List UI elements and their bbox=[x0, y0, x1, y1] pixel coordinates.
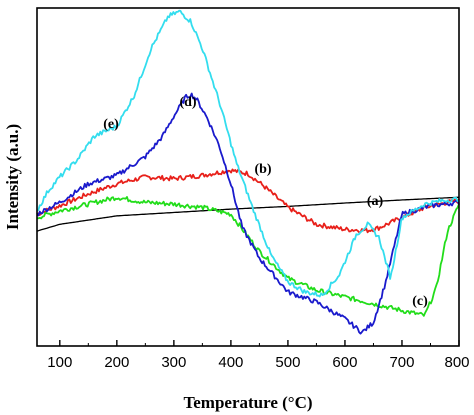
series-line-b bbox=[36, 168, 460, 234]
x-axis-title: Temperature (°C) bbox=[183, 393, 312, 412]
series-layer bbox=[36, 9, 460, 335]
x-tick-label: 400 bbox=[218, 354, 243, 371]
series-label-d: (d) bbox=[179, 95, 196, 110]
series-line-a bbox=[36, 196, 459, 232]
x-tick-label: 100 bbox=[47, 354, 72, 371]
x-tick-label: 500 bbox=[275, 354, 300, 371]
plot-frame bbox=[36, 7, 460, 347]
series-label-c: (c) bbox=[412, 294, 428, 309]
series-label-b: (b) bbox=[254, 162, 271, 177]
annotation-layer: (a) (b) (c) (d) (e) bbox=[103, 95, 428, 309]
series-line-e bbox=[36, 9, 460, 298]
series-label-e: (e) bbox=[103, 117, 119, 132]
x-tick-label: 800 bbox=[444, 354, 469, 371]
x-tick-label: 300 bbox=[161, 354, 186, 371]
series-label-a: (a) bbox=[367, 194, 384, 209]
x-tick-label: 200 bbox=[104, 354, 129, 371]
x-tick-label: 600 bbox=[332, 354, 357, 371]
series-line-d bbox=[36, 92, 460, 335]
x-tick-label: 700 bbox=[389, 354, 414, 371]
tick-layer: 100 200 300 400 500 600 700 800 bbox=[47, 340, 470, 371]
y-axis-title: Intensity (a.u.) bbox=[3, 124, 22, 230]
series-line-c bbox=[37, 196, 460, 317]
